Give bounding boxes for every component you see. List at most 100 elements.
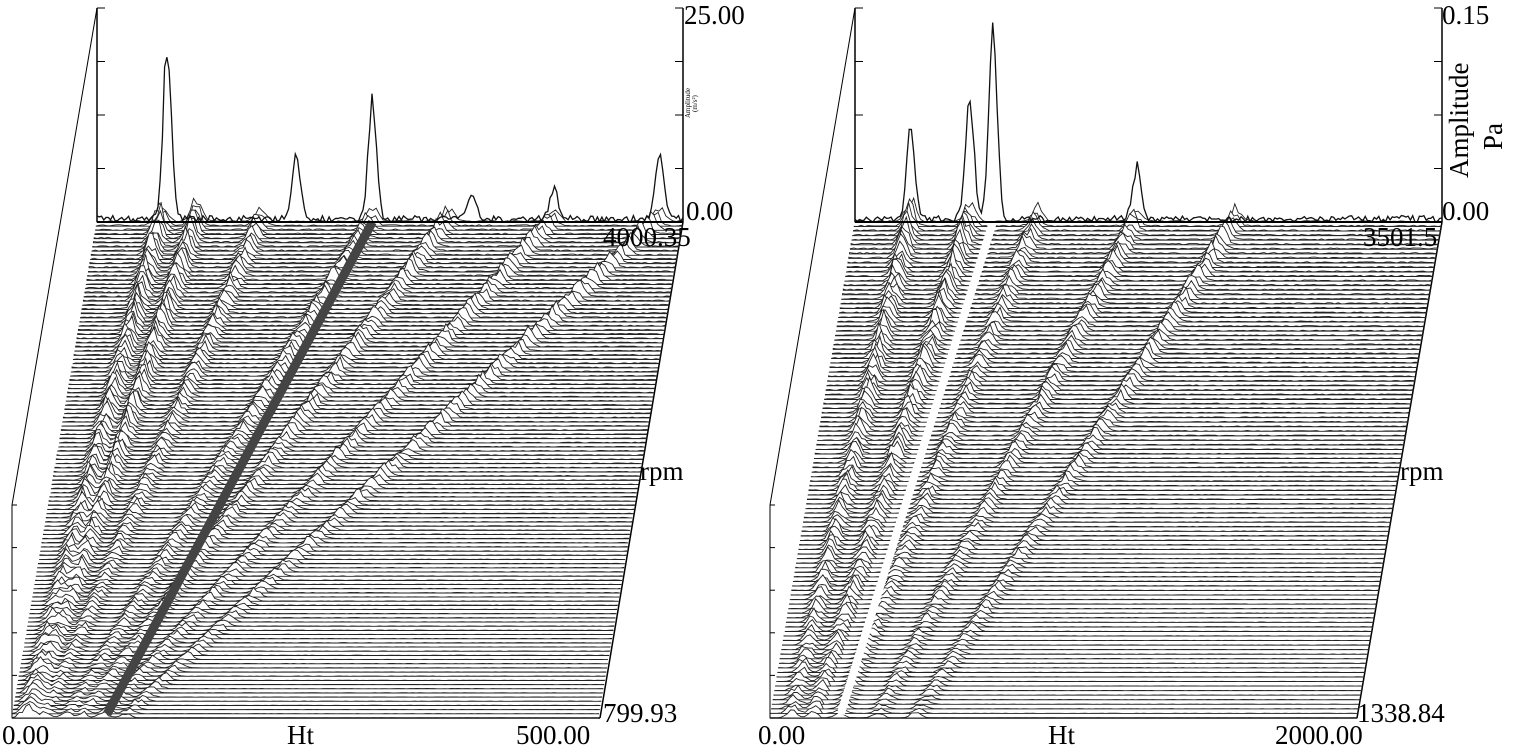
waterfall-slice (770, 704, 1358, 714)
waterfall-slice (72, 339, 660, 360)
waterfall-slice (774, 678, 1363, 692)
waterfall-slice (807, 476, 1396, 496)
right-x-max-label: 2000.00 (1275, 720, 1363, 750)
left-x-min-label: 0.00 (2, 720, 50, 750)
waterfall-slice (83, 274, 671, 298)
waterfall-slice (791, 574, 1380, 592)
waterfall-slice (71, 350, 659, 369)
waterfall-slice (814, 435, 1403, 455)
waterfall-slice (787, 597, 1376, 614)
order-line-gap (836, 220, 997, 716)
right-rpm-top-label: 3501.5 (1363, 222, 1438, 252)
waterfall-slice (772, 691, 1361, 701)
waterfall-slice (822, 390, 1411, 410)
waterfall-slice (813, 450, 1402, 464)
waterfall-slice (821, 400, 1409, 419)
right-amplitude-label: Amplitude (1444, 62, 1474, 179)
waterfall-slice (66, 374, 654, 398)
waterfall-slice (48, 482, 636, 502)
waterfall-slice (815, 431, 1404, 450)
left-y-max-label: 25.00 (684, 0, 745, 30)
waterfall-slice (19, 655, 607, 673)
waterfall-slice (806, 484, 1395, 501)
order-line-highlight (103, 219, 377, 717)
waterfall-slice (821, 394, 1410, 414)
waterfall-slice (817, 422, 1406, 441)
waterfall-slice (40, 533, 628, 552)
waterfall-slice (37, 547, 625, 565)
waterfall-slice (776, 669, 1364, 683)
left-rpm-label: rpm (640, 456, 684, 486)
waterfall-slice (829, 344, 1418, 369)
waterfall-slice (35, 561, 623, 577)
spectrum-top-rpm (96, 57, 684, 224)
waterfall-slice (39, 543, 626, 561)
axis-slant-left (769, 7, 856, 506)
waterfall-slice (778, 656, 1366, 669)
waterfall-slice (25, 624, 613, 640)
waterfall-slice (834, 322, 1423, 341)
left-x-max-label: 500.00 (516, 720, 591, 750)
waterfall-slice (45, 499, 633, 519)
waterfall-slice (812, 448, 1401, 469)
waterfall-slice (31, 587, 619, 602)
waterfall-slice (26, 620, 613, 636)
rpm-axis (1356, 221, 1443, 719)
spectrum-top-rpm (854, 22, 1443, 224)
waterfall-slice (802, 514, 1391, 528)
right-rpm-bottom-label: 1338.84 (1357, 698, 1445, 728)
right-x-axis-label: Ht (1048, 720, 1075, 750)
waterfall-slice (782, 631, 1370, 646)
waterfall-slice (776, 666, 1365, 678)
waterfall-slice (818, 414, 1407, 432)
waterfall-slice (65, 384, 653, 402)
waterfall-slice (33, 576, 621, 590)
left-y-min-label: 0.00 (686, 196, 734, 226)
waterfall-slice (72, 341, 660, 365)
waterfall-slice (839, 287, 1428, 309)
waterfall-slice (789, 594, 1377, 605)
waterfall-slice (24, 633, 611, 648)
waterfall-slice (806, 489, 1395, 505)
waterfall-slice (34, 570, 622, 586)
right-amplitude-unit-label: Pa (1478, 123, 1508, 150)
waterfall-slice (67, 370, 655, 394)
waterfall-slice (778, 650, 1367, 664)
waterfall-slice (69, 356, 657, 381)
waterfall-slice (96, 197, 684, 223)
waterfall-slice (803, 506, 1391, 523)
waterfall-slice (771, 700, 1360, 710)
waterfall-slice (769, 709, 1358, 719)
right-x-min-label: 0.00 (758, 720, 806, 750)
waterfall-slice (809, 469, 1398, 487)
waterfall-slice (773, 684, 1362, 696)
left-amplitude-unit-label: (m/s²) (691, 95, 699, 112)
waterfall-slice (15, 678, 603, 694)
waterfall-slice (17, 668, 605, 681)
waterfall-slice (70, 349, 658, 373)
waterfall-slice (75, 325, 663, 348)
waterfall-slice (817, 415, 1406, 437)
waterfall-slice (68, 361, 656, 386)
waterfall-slice (30, 593, 618, 606)
waterfall-slice (22, 640, 610, 656)
waterfall-slice (819, 406, 1408, 428)
waterfall-slice (824, 375, 1413, 400)
waterfall-slice (64, 386, 652, 411)
waterfall-slice (36, 555, 624, 573)
waterfall-slice (846, 242, 1435, 268)
waterfall-slice (16, 673, 604, 690)
waterfall-slice (833, 320, 1422, 346)
waterfall-slice (786, 602, 1375, 619)
waterfall-slice (67, 368, 655, 390)
waterfall-chart-left (11, 7, 684, 719)
waterfall-slice (828, 352, 1416, 378)
right-y-max-label: 0.15 (1442, 0, 1490, 30)
waterfall-slice (70, 359, 658, 377)
waterfall-slice (42, 524, 630, 540)
waterfall-slice (11, 703, 599, 719)
waterfall-slice (813, 440, 1402, 460)
waterfall-slice (22, 640, 610, 652)
waterfall-slice (54, 453, 642, 469)
waterfall-slice (785, 615, 1374, 628)
